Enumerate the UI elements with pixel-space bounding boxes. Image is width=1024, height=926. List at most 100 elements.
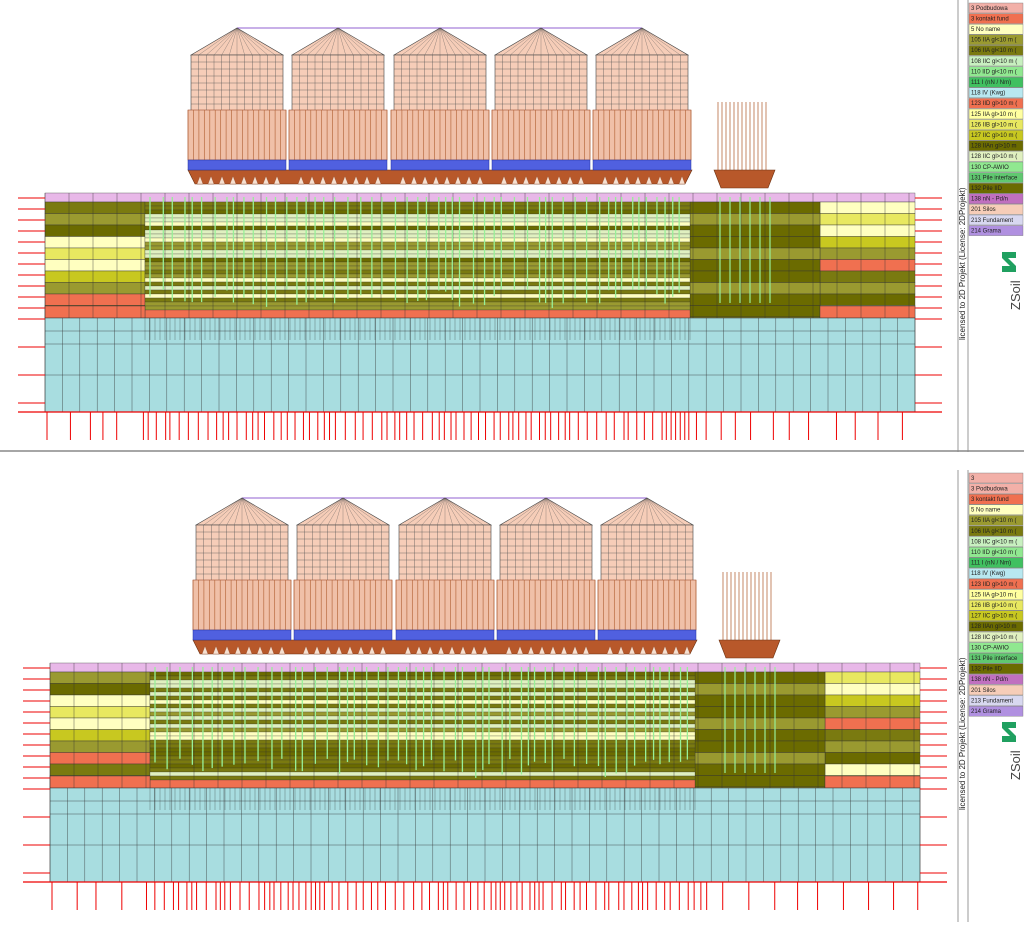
- silo-mesh: [444, 497, 476, 526]
- silo-mesh: [241, 497, 266, 526]
- legend-swatch: [968, 525, 1024, 537]
- soil-layer: [689, 213, 821, 226]
- soil-layer: [819, 213, 916, 226]
- silo-mesh: [406, 497, 446, 526]
- silo-mesh: [545, 497, 577, 526]
- silo-mesh: [337, 27, 377, 56]
- support: [240, 175, 248, 185]
- silo-mesh: [241, 497, 250, 526]
- soil-layer: [44, 224, 146, 237]
- support: [410, 175, 418, 185]
- silo-mesh: [641, 27, 673, 56]
- legend-swatch: [968, 631, 1024, 643]
- silo-mesh: [533, 27, 542, 56]
- support: [683, 645, 691, 655]
- support: [379, 645, 387, 655]
- silo-mesh: [540, 27, 572, 56]
- silo-mesh: [314, 27, 339, 56]
- soil-layer: [149, 751, 696, 757]
- silo-mesh: [540, 27, 580, 56]
- silo-mesh: [616, 497, 648, 526]
- soil-layer: [694, 694, 826, 707]
- silo-mesh: [206, 27, 238, 56]
- silo-mesh: [342, 497, 359, 526]
- legend-swatch: [968, 66, 1024, 77]
- silo-mesh: [439, 27, 448, 56]
- legend-label: 105 IIA gl<10 m (: [971, 38, 1017, 44]
- silo-mesh: [545, 497, 585, 526]
- silo-mesh: [641, 27, 650, 56]
- silo-mesh: [545, 497, 570, 526]
- soil-layer: [149, 711, 696, 717]
- support: [313, 645, 321, 655]
- soil-layer: [149, 719, 696, 725]
- support: [634, 175, 642, 185]
- silo-mesh: [545, 497, 554, 526]
- foundation: [713, 169, 776, 189]
- soil-layer: [694, 752, 826, 765]
- silo-mesh: [439, 27, 456, 56]
- silo-ring: [390, 159, 490, 171]
- legend-swatch: [968, 546, 1024, 558]
- legend-swatch: [968, 599, 1024, 611]
- silo-mesh: [229, 27, 238, 56]
- support: [421, 175, 429, 185]
- soil-layer: [824, 752, 921, 765]
- support: [623, 175, 631, 185]
- legend-swatch: [968, 119, 1024, 130]
- silo-mesh: [603, 27, 643, 56]
- surface-layer: [44, 192, 916, 203]
- silo-mesh: [342, 497, 351, 526]
- silo-mesh: [299, 27, 339, 56]
- soil-layer: [824, 683, 921, 696]
- soil-layer: [149, 763, 696, 769]
- support: [549, 645, 557, 655]
- soil-layer: [689, 236, 821, 249]
- soil-layer: [689, 282, 821, 295]
- silo-mesh: [444, 497, 469, 526]
- soil-layer: [44, 247, 146, 260]
- legend-label: 123 IID gl>10 m (: [971, 582, 1017, 588]
- support: [566, 175, 574, 185]
- support: [267, 645, 275, 655]
- silo-mesh: [342, 497, 367, 526]
- support: [533, 175, 541, 185]
- soil-layer: [149, 695, 696, 701]
- soil-layer: [149, 691, 696, 697]
- silo-mesh: [213, 27, 238, 56]
- soil-layer: [694, 775, 826, 788]
- soil-layer: [49, 763, 151, 776]
- soil-layer: [694, 763, 826, 776]
- legend-label: 110 IID gl<10 m (: [971, 69, 1017, 75]
- silo-mesh: [221, 27, 238, 56]
- soil-layer: [824, 775, 921, 789]
- silo-ring: [293, 629, 393, 641]
- soil-layer: [149, 703, 696, 709]
- support: [617, 645, 625, 655]
- soil-layer: [44, 259, 146, 272]
- silo-mesh: [337, 27, 369, 56]
- silo-mesh: [319, 497, 344, 526]
- silo-mesh: [429, 497, 446, 526]
- soil-layer: [44, 213, 146, 226]
- support: [454, 175, 462, 185]
- silo-mesh: [641, 27, 666, 56]
- silo-mesh: [401, 27, 441, 56]
- legend-swatch: [968, 34, 1024, 45]
- soil-layer: [149, 775, 696, 781]
- support: [527, 645, 535, 655]
- silo-mesh: [634, 27, 643, 56]
- support: [606, 645, 614, 655]
- silo-mesh: [234, 497, 243, 526]
- silo-mesh: [538, 497, 547, 526]
- silo-mesh: [540, 27, 549, 56]
- legend-label: 127 IIC gl>10 m (: [971, 614, 1017, 620]
- soil-layer: [49, 740, 151, 753]
- legend-label: 108 IIC gl<10 m (: [971, 539, 1017, 545]
- silo-mesh: [337, 27, 362, 56]
- soil-layer: [694, 729, 826, 742]
- support: [201, 645, 209, 655]
- silo-mesh: [525, 27, 542, 56]
- legend-label: 126 IIB gl>10 m (: [971, 122, 1017, 128]
